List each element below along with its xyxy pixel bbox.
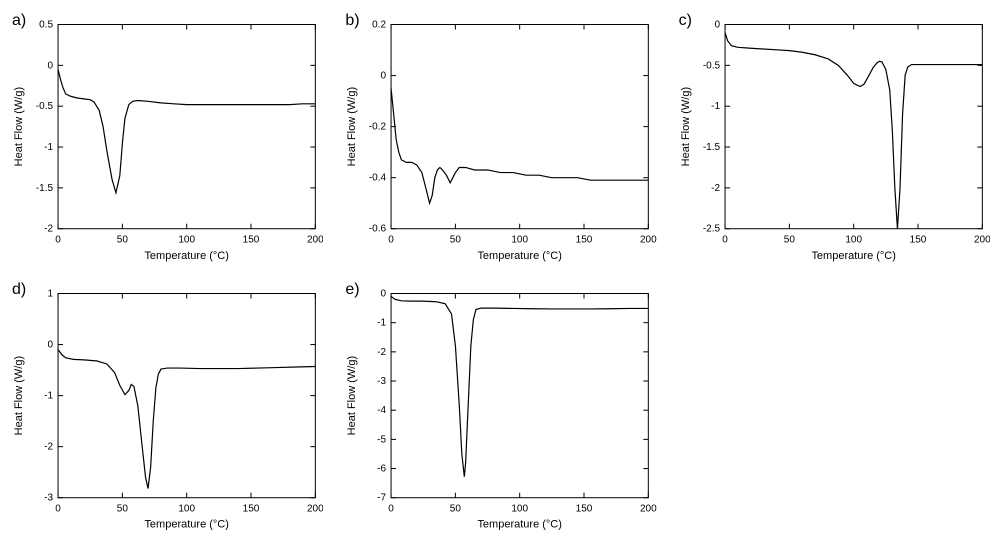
svg-text:-1.5: -1.5	[702, 142, 720, 153]
chart-e: 0 50 100 150 200 -7 -6 -5 -4 -3 -2 -1 0 Temperature (…	[343, 279, 656, 536]
svg-text:Heat Flow (W/g): Heat Flow (W/g)	[13, 356, 25, 435]
svg-text:200: 200	[307, 504, 323, 515]
svg-text:0: 0	[714, 20, 720, 31]
svg-text:Temperature (°C): Temperature (°C)	[478, 519, 562, 531]
svg-text:150: 150	[576, 504, 593, 515]
chart-b: 0 50 100 150 200 -0.6 -0.4 -0.2 0 0.2 Temperature …	[343, 10, 656, 267]
svg-text:-4: -4	[377, 405, 386, 416]
svg-text:0: 0	[389, 235, 395, 246]
panel-e: e) 0 50 100 150 200 -7 -6 -5 -4 -3 -2 -1 0 Temperatur…	[343, 279, 656, 536]
panel-e-label: e)	[345, 281, 359, 299]
svg-text:0: 0	[381, 289, 387, 300]
svg-text:0: 0	[47, 340, 53, 351]
svg-text:-0.2: -0.2	[369, 122, 387, 133]
svg-text:200: 200	[307, 235, 323, 246]
svg-text:-2: -2	[711, 183, 720, 194]
svg-text:50: 50	[117, 504, 129, 515]
svg-text:-1: -1	[44, 142, 53, 153]
svg-text:-0.6: -0.6	[369, 224, 387, 235]
svg-text:-7: -7	[377, 493, 386, 504]
svg-text:150: 150	[576, 235, 593, 246]
svg-text:0.5: 0.5	[39, 20, 53, 31]
svg-text:150: 150	[243, 235, 260, 246]
svg-text:-0.4: -0.4	[369, 173, 387, 184]
svg-text:0.2: 0.2	[372, 20, 386, 31]
panel-c-label: c)	[679, 12, 692, 30]
svg-text:100: 100	[178, 235, 195, 246]
panel-b: b) 0 50 100 150 200 -0.6 -0.4 -0.2 0 0.2 Temperatu…	[343, 10, 656, 267]
svg-text:-6: -6	[377, 464, 386, 475]
panel-b-label: b)	[345, 12, 359, 30]
svg-text:100: 100	[512, 235, 529, 246]
chart-a: 0 50 100 150 200 -2 -1.5 -1 -0.5 0 0.5 Temperature …	[10, 10, 323, 267]
svg-text:Heat Flow (W/g): Heat Flow (W/g)	[13, 87, 25, 166]
panel-c: c) 0 50 100 150 200 -2.5 -2 -1.5 -1 -0.5 0 Temperat…	[677, 10, 990, 267]
svg-text:Heat Flow (W/g): Heat Flow (W/g)	[346, 356, 358, 435]
svg-text:-0.5: -0.5	[36, 101, 54, 112]
svg-text:150: 150	[909, 235, 926, 246]
svg-text:0: 0	[55, 504, 61, 515]
svg-text:0: 0	[47, 60, 53, 71]
svg-text:100: 100	[845, 235, 862, 246]
svg-text:-2.5: -2.5	[702, 224, 720, 235]
svg-text:200: 200	[640, 504, 656, 515]
svg-text:50: 50	[783, 235, 795, 246]
svg-text:200: 200	[640, 235, 656, 246]
svg-text:Heat Flow (W/g): Heat Flow (W/g)	[346, 87, 358, 166]
svg-text:Temperature (°C): Temperature (°C)	[144, 250, 228, 262]
svg-text:0: 0	[389, 504, 395, 515]
svg-text:0: 0	[381, 71, 387, 82]
svg-text:-1: -1	[377, 318, 386, 329]
chart-c: 0 50 100 150 200 -2.5 -2 -1.5 -1 -0.5 0 Temperature…	[677, 10, 990, 267]
svg-text:Temperature (°C): Temperature (°C)	[478, 250, 562, 262]
svg-text:-1: -1	[44, 391, 53, 402]
svg-text:-5: -5	[377, 435, 386, 446]
svg-text:200: 200	[974, 235, 990, 246]
panel-a: a) 0 50 100 150 200 -2 -1.5 -1 -0.5 0 0.5 Temperatu…	[10, 10, 323, 267]
svg-text:-3: -3	[377, 376, 386, 387]
svg-text:150: 150	[243, 504, 260, 515]
svg-text:-3: -3	[44, 493, 53, 504]
svg-text:0: 0	[55, 235, 61, 246]
svg-text:Temperature (°C): Temperature (°C)	[811, 250, 895, 262]
panel-a-label: a)	[12, 12, 26, 30]
svg-text:Heat Flow (W/g): Heat Flow (W/g)	[680, 87, 692, 166]
svg-text:-2: -2	[44, 442, 53, 453]
svg-text:100: 100	[512, 504, 529, 515]
svg-text:100: 100	[178, 504, 195, 515]
svg-text:-1: -1	[711, 101, 720, 112]
svg-text:-1.5: -1.5	[36, 183, 54, 194]
svg-text:50: 50	[450, 235, 462, 246]
panel-d: d) 0 50 100 150 200 -3 -2 -1 0 1 Temperature (°C) H…	[10, 279, 323, 536]
svg-text:50: 50	[450, 504, 462, 515]
svg-text:1: 1	[47, 289, 53, 300]
chart-grid: a) 050100150200-2-1.5-1-0.500.5Temperatu…	[10, 10, 990, 530]
chart-d: 0 50 100 150 200 -3 -2 -1 0 1 Temperature (°C) Heat…	[10, 279, 323, 536]
svg-text:0: 0	[722, 235, 728, 246]
svg-text:-2: -2	[377, 347, 386, 358]
svg-text:Temperature (°C): Temperature (°C)	[144, 519, 228, 531]
svg-text:50: 50	[117, 235, 129, 246]
panel-d-label: d)	[12, 281, 26, 299]
svg-text:-0.5: -0.5	[702, 60, 720, 71]
svg-text:-2: -2	[44, 224, 53, 235]
